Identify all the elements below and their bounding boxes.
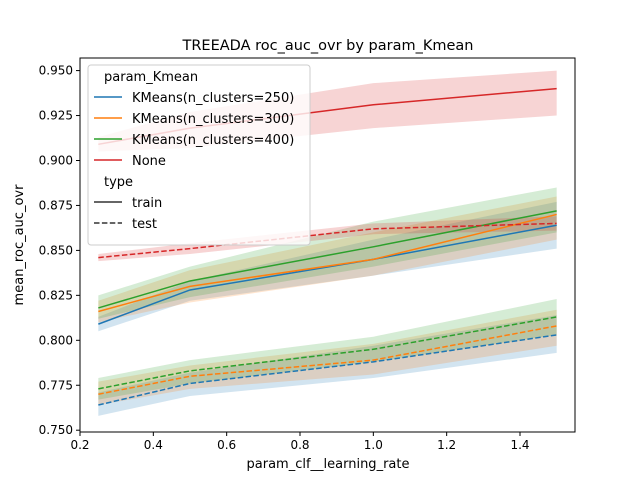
x-tick-label: 1.0 <box>364 438 383 452</box>
plot-frame <box>79 57 576 433</box>
legend-label-none: None <box>132 154 166 169</box>
series-line-kmeans-n-clusters-250-train <box>98 224 557 325</box>
y-tick-label: 0.925 <box>39 109 73 123</box>
x-tick-label: 0.2 <box>70 438 89 452</box>
series-line-kmeans-n-clusters-300-train <box>98 213 557 313</box>
legend: param_Kmean KMeans(n_clusters=250)KMeans… <box>87 64 311 246</box>
x-tick-label: 0.8 <box>290 438 309 452</box>
legend-label-kmeans-n-clusters-400: KMeans(n_clusters=400) <box>132 133 294 148</box>
x-tick-label: 0.4 <box>144 438 163 452</box>
x-tick-label: 0.6 <box>217 438 236 452</box>
legend-style-title: type <box>104 175 133 190</box>
y-axis: 0.750 0.775 0.800 0.825 0.850 0.875 0.900 0.925… <box>39 64 80 437</box>
y-tick-label: 0.900 <box>39 153 73 167</box>
series-line-kmeans-n-clusters-300-test <box>98 325 557 395</box>
band-kmeans-n-clusters-250-test <box>98 315 557 416</box>
band-kmeans-n-clusters-300-test <box>98 309 557 406</box>
y-tick-label: 0.850 <box>39 243 73 257</box>
band-kmeans-n-clusters-400-test <box>98 298 557 400</box>
legend-label-kmeans-n-clusters-250: KMeans(n_clusters=250) <box>132 91 294 106</box>
x-axis-label: param_clf__learning_rate <box>247 457 410 472</box>
y-tick-label: 0.800 <box>39 333 73 347</box>
y-tick-label: 0.825 <box>39 288 73 302</box>
legend-label-kmeans-n-clusters-300: KMeans(n_clusters=300) <box>132 112 294 127</box>
x-tick-label: 1.4 <box>510 438 529 452</box>
legend-hue-title: param_Kmean <box>104 70 198 85</box>
y-tick-label: 0.875 <box>39 198 73 212</box>
legend-label-test: test <box>132 217 157 232</box>
y-tick-label: 0.750 <box>39 423 73 437</box>
legend-hue-entries: KMeans(n_clusters=250) KMeans(n_clusters=… <box>94 91 294 169</box>
series-line-kmeans-n-clusters-400-train <box>98 210 557 309</box>
chart-title: TREEADA roc_auc_ovr by param_Kmean <box>181 38 473 54</box>
legend-style-entries: train test <box>94 196 162 232</box>
band-none-test <box>98 216 557 262</box>
y-tick-label: 0.950 <box>39 64 73 78</box>
series-line-kmeans-n-clusters-400-test <box>98 316 557 390</box>
y-tick-label: 0.775 <box>39 378 73 392</box>
series-line-kmeans-n-clusters-250-test <box>98 334 557 406</box>
x-axis: 0.2 0.4 0.6 0.8 1.0 1.2 1.4 <box>70 432 530 452</box>
band-kmeans-n-clusters-300-train <box>98 196 557 323</box>
legend-box <box>87 64 311 246</box>
x-tick-label: 1.2 <box>437 438 456 452</box>
legend-label-train: train <box>132 196 162 211</box>
y-axis-label: mean_roc_auc_ovr <box>12 184 27 306</box>
